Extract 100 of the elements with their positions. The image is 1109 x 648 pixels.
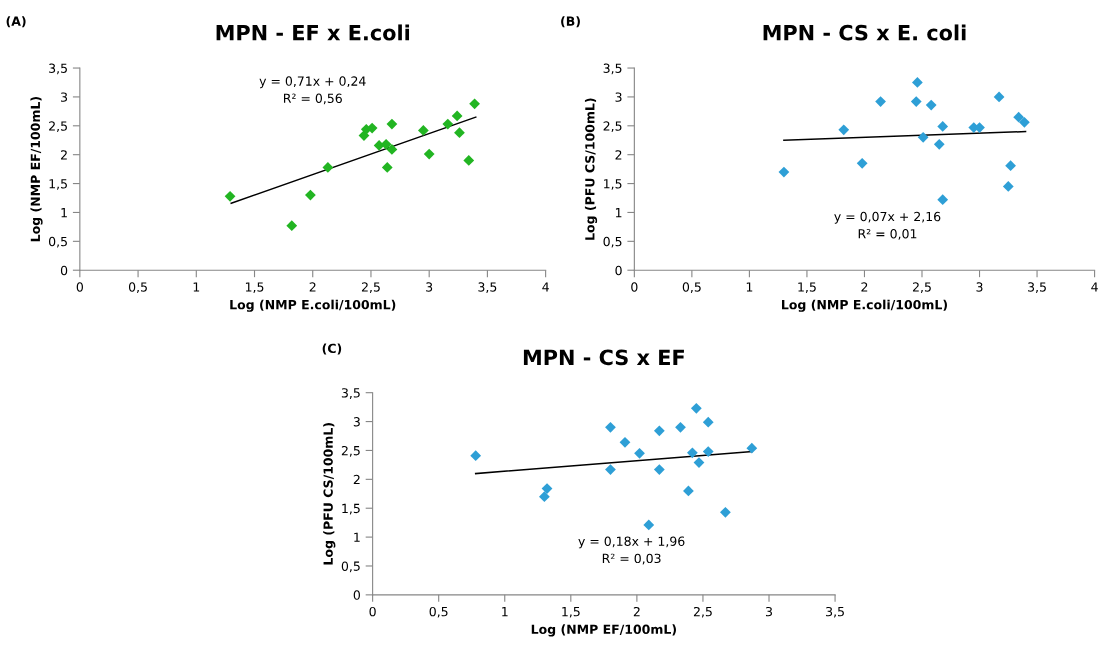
x-tick-label: 3 [976,282,983,292]
x-tick-label: 4 [542,282,549,292]
annotation: y = 0,18x + 1,96 [578,536,685,549]
chart-title: MPN - CS x E. coli [763,24,966,41]
point [702,446,714,457]
y-tick-label: 0,5 [341,561,360,573]
x-axis-title: Log (NMP E.coli/100mL) [230,299,396,312]
text: (B) [561,16,580,28]
point [1013,111,1025,123]
annotation: R² = 0,01 [858,229,917,240]
x-tick-label: 3,5 [826,606,844,618]
text: (C) [322,343,342,355]
y-tick-label: 3 [615,92,622,102]
point [381,162,393,173]
point [322,162,334,173]
point [423,148,435,160]
chart-title: MPN - CS x EF [523,349,684,366]
x-tick-label: 2 [861,282,868,292]
point [720,506,731,518]
point [619,436,631,448]
point [687,447,698,459]
point [1005,160,1016,172]
y-tick-label: 1,5 [604,179,622,190]
x-tick-label: 3 [426,282,433,292]
point [653,425,665,437]
y-axis-title: Log (PFU CS/100mL) [323,423,336,565]
y-tick-label: 3 [353,417,360,427]
y-tick-label: 3,5 [49,63,67,75]
x-tick-label: 2 [633,606,640,617]
y-tick-label: 2,5 [49,121,67,133]
x-tick-label: 0 [76,282,83,292]
x-tick-label: 3 [765,606,772,617]
point [910,96,922,107]
point [993,91,1005,103]
point [856,157,868,169]
y-tick-label: 1,5 [342,503,360,515]
y-tick-label: 2 [353,474,360,485]
y-axis-title: Log (NMP EF/100mL) [30,96,43,242]
text: (A) [6,16,26,28]
point [417,125,429,136]
point [675,421,686,433]
x-axis-title: Log (NMP EF/100mL) [531,624,676,637]
y-tick-label: 3,5 [341,388,360,399]
point [224,190,236,202]
point [875,96,886,107]
y-tick-label: 0,5 [48,236,67,248]
y-tick-label: 0,5 [603,236,622,248]
point [937,121,949,132]
x-axis-title: Log (NMP E.coli/100mL) [782,299,947,312]
x-tick-label: 1,5 [798,282,816,293]
x-tick-label: 2 [309,282,316,292]
x-tick-label: 1 [746,282,753,292]
annotation: y = 0,71x + 0,24 [259,76,366,89]
y-tick-label: 3,5 [603,63,622,75]
point [912,77,923,88]
x-tick-label: 3,5 [478,282,497,293]
point [925,99,937,111]
x-tick-label: 1 [193,282,200,292]
point [286,220,298,232]
x-tick-label: 1,5 [562,607,580,618]
point [442,118,454,130]
point [653,464,665,475]
point [605,464,616,475]
point [386,118,398,130]
point [463,155,475,166]
annotation: R² = 0,56 [283,93,342,105]
point [937,194,949,206]
y-tick-label: 0 [353,590,360,600]
annotation: R² = 0,03 [602,553,661,565]
point [634,447,645,459]
x-tick-label: 2,5 [912,282,931,293]
point [451,110,463,122]
x-tick-label: 0,5 [429,606,448,618]
point [702,416,714,428]
point [539,491,550,503]
point [838,124,850,136]
x-tick-label: 0,5 [682,282,701,293]
y-tick-label: 1,5 [49,179,67,190]
x-tick-label: 0,5 [128,282,147,293]
x-tick-label: 1 [502,607,508,617]
point [917,131,929,143]
point [454,127,465,139]
y-tick-label: 3 [61,92,68,102]
y-tick-label: 2 [615,150,622,160]
point [605,421,616,433]
point [690,402,702,414]
x-tick-label: 2,5 [693,606,712,618]
point [683,485,694,497]
annotation: y = 0,07x + 2,16 [834,211,941,224]
point [469,98,480,110]
x-tick-label: 4 [1091,282,1098,292]
y-tick-label: 1 [354,532,360,542]
point [643,519,655,531]
point [778,166,790,178]
y-tick-label: 2 [61,150,67,160]
y-tick-label: 2,5 [603,121,622,133]
y-tick-label: 1 [61,208,67,218]
point [1002,181,1014,192]
point [470,450,482,462]
x-tick-label: 1,5 [245,282,264,293]
